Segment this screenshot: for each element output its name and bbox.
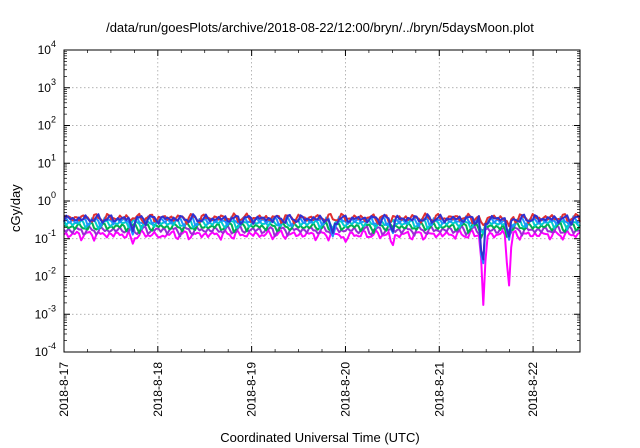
y-tick-label: 102 (38, 115, 56, 133)
x-tick-label: 2018-8-22 (526, 362, 540, 417)
y-tick-label: 10-4 (35, 341, 56, 359)
series-line (63, 229, 581, 306)
y-tick-exponent: 0 (51, 190, 56, 200)
series-line (63, 215, 581, 265)
x-tick-label: 2018-8-17 (57, 362, 71, 417)
y-tick-exponent: -2 (48, 266, 56, 276)
y-tick-label: 10-2 (35, 266, 56, 284)
y-tick-exponent: 4 (51, 39, 56, 49)
x-tick-label: 2018-8-20 (338, 362, 352, 417)
y-tick-label: 104 (38, 39, 56, 57)
y-tick-label: 101 (38, 152, 56, 170)
y-tick-exponent: -1 (48, 228, 56, 238)
y-tick-exponent: -4 (48, 341, 56, 351)
y-tick-label: 10-3 (35, 303, 56, 321)
y-tick-label: 10-1 (35, 228, 56, 246)
series-layer (63, 212, 581, 306)
y-tick-exponent: 2 (51, 115, 56, 125)
series-line (63, 213, 581, 261)
series-line (63, 220, 581, 239)
grid (64, 50, 580, 352)
x-axis-label: Coordinated Universal Time (UTC) (220, 430, 420, 445)
y-tick-label: 100 (38, 190, 56, 208)
x-ticks: 2018-8-17 2018-8-18 2018-8-19 2018-8-20 2018… (57, 50, 557, 417)
y-tick-label: 103 (38, 77, 56, 95)
y-tick-exponent: 3 (51, 77, 56, 87)
x-tick-label: 2018-8-21 (432, 362, 446, 417)
chart-title: /data/run/goesPlots/archive/2018-08-22/1… (106, 20, 534, 35)
x-tick-label: 2018-8-19 (245, 362, 259, 417)
y-tick-exponent: -3 (48, 303, 56, 313)
x-tick-label: 2018-8-18 (151, 362, 165, 417)
y-tick-exponent: 1 (51, 152, 56, 162)
